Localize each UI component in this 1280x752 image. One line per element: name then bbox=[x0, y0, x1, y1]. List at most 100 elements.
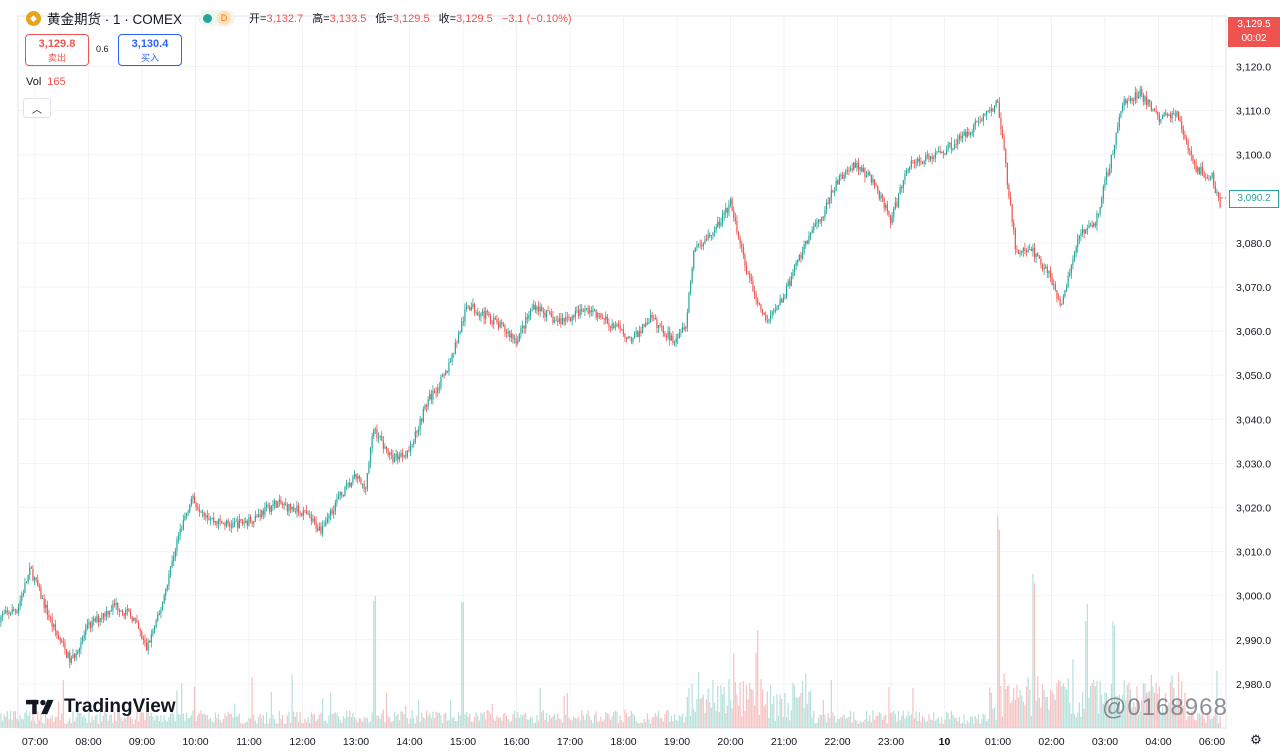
volume-bar bbox=[264, 723, 266, 728]
volume-bar bbox=[1217, 722, 1220, 728]
volume-bar bbox=[293, 711, 295, 728]
buy-button[interactable]: 3,130.4 买入 bbox=[118, 34, 182, 66]
volume-bar bbox=[664, 713, 666, 728]
candle-body bbox=[742, 247, 744, 255]
volume-bar bbox=[897, 710, 900, 728]
volume-bar bbox=[763, 706, 765, 728]
candle-body bbox=[333, 511, 335, 514]
candle-body bbox=[915, 162, 917, 164]
volume-bar bbox=[550, 717, 552, 728]
candle-body bbox=[758, 302, 760, 305]
candle-body bbox=[1053, 284, 1055, 286]
tradingview-logo[interactable]: TradingView bbox=[26, 696, 176, 718]
volume-bar bbox=[1152, 686, 1154, 728]
candle-body bbox=[665, 336, 668, 338]
volume-bar bbox=[685, 716, 687, 728]
candle-body bbox=[768, 319, 770, 321]
candle-body bbox=[697, 244, 700, 246]
candle-body bbox=[270, 506, 272, 512]
volume-bar bbox=[640, 722, 642, 728]
candle-body bbox=[515, 338, 517, 344]
candle-body bbox=[643, 324, 645, 327]
candle-body bbox=[1025, 251, 1028, 252]
candle-body bbox=[939, 150, 941, 153]
candle-body bbox=[187, 511, 189, 513]
candle-body bbox=[821, 216, 823, 222]
buy-price: 3,130.4 bbox=[131, 38, 169, 50]
x-tick-label: 08:00 bbox=[75, 736, 101, 748]
volume-bar bbox=[683, 722, 685, 728]
volume-bar bbox=[1118, 694, 1120, 728]
volume-bar bbox=[387, 715, 389, 728]
candle-body bbox=[1206, 177, 1208, 179]
volume-bar bbox=[43, 723, 45, 728]
candle-body bbox=[307, 514, 309, 515]
volume-bar bbox=[425, 710, 428, 728]
sell-button[interactable]: 3,129.8 卖出 bbox=[25, 34, 89, 66]
market-status[interactable]: D bbox=[198, 10, 236, 26]
volume-bar bbox=[478, 720, 480, 728]
candle-body bbox=[957, 139, 959, 145]
candle-body bbox=[574, 310, 576, 318]
candle-body bbox=[829, 197, 831, 205]
volume-bar bbox=[945, 711, 948, 728]
volume-bar bbox=[1099, 681, 1101, 728]
candle-body bbox=[592, 310, 594, 313]
volume-bar bbox=[401, 711, 404, 728]
candle-body bbox=[670, 335, 672, 341]
candle-body bbox=[80, 642, 82, 649]
collapse-legend-button[interactable]: ︿ bbox=[23, 98, 51, 118]
candle-body bbox=[1072, 259, 1074, 266]
volume-bar bbox=[1093, 679, 1095, 728]
candle-body bbox=[1017, 250, 1020, 254]
candle-body bbox=[155, 620, 157, 628]
candle-body bbox=[157, 614, 159, 621]
candle-body bbox=[891, 216, 893, 224]
volume-bar bbox=[590, 719, 592, 728]
candle-body bbox=[1118, 116, 1120, 127]
candle-body bbox=[699, 244, 701, 246]
volume-bar bbox=[1197, 712, 1199, 728]
candle-body bbox=[1101, 198, 1103, 207]
volume-bar bbox=[776, 694, 778, 728]
volume-bar bbox=[545, 713, 548, 728]
volume-bar bbox=[185, 713, 188, 728]
candle-body bbox=[350, 482, 352, 487]
volume-bar bbox=[321, 698, 324, 728]
candle-body bbox=[707, 234, 709, 240]
candle-body bbox=[221, 520, 223, 524]
high-label: 高= bbox=[312, 13, 330, 25]
volume-bar bbox=[974, 716, 976, 728]
volume-bar bbox=[625, 712, 628, 728]
volume-bar bbox=[192, 710, 194, 728]
candle-body bbox=[745, 265, 748, 274]
candle-body bbox=[53, 624, 55, 627]
x-tick-label: 21:00 bbox=[771, 736, 797, 748]
volume-bar bbox=[430, 718, 432, 728]
volume-bar bbox=[1017, 697, 1020, 728]
candle-body bbox=[1097, 213, 1100, 215]
volume-bar bbox=[1131, 707, 1133, 728]
candle-body bbox=[384, 446, 386, 449]
candle-body bbox=[1152, 109, 1154, 111]
candle-body bbox=[1205, 177, 1207, 179]
volume-bar bbox=[824, 714, 826, 728]
settings-gear-icon[interactable]: ⚙ bbox=[1250, 732, 1262, 747]
volume-bar bbox=[1048, 709, 1050, 728]
volume-bar bbox=[790, 710, 792, 728]
volume-bar bbox=[406, 718, 408, 728]
volume-bar bbox=[1, 720, 4, 728]
candle-body bbox=[51, 618, 53, 627]
volume-bar bbox=[1145, 692, 1148, 728]
symbol-title[interactable]: 黄金期货 · 1 · COMEX bbox=[47, 12, 183, 27]
candle-body bbox=[467, 306, 469, 308]
candle-body bbox=[1030, 249, 1032, 252]
volume-bar bbox=[14, 711, 16, 728]
volume-bar bbox=[797, 698, 799, 728]
volume-bar bbox=[357, 722, 359, 728]
volume-bar bbox=[16, 718, 18, 728]
candle-body bbox=[878, 190, 880, 199]
candle-body bbox=[854, 162, 856, 168]
volume-bar bbox=[110, 714, 112, 728]
